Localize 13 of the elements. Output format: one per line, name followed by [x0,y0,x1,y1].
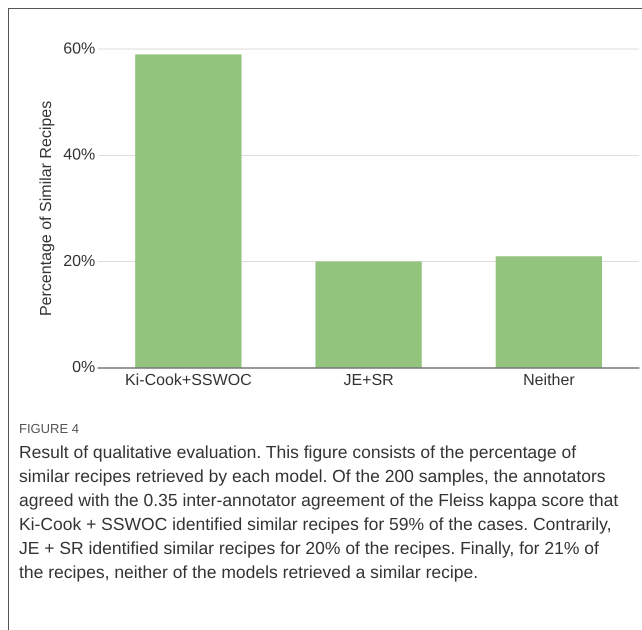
y-tick-label: 20% [63,252,96,270]
x-tick-label: Neither [523,372,576,389]
y-tick-label: 60% [63,40,96,58]
bar [315,262,422,368]
bar [496,256,602,368]
bar [135,54,242,368]
y-tick-label: 40% [63,146,96,164]
y-tick-label: 0% [72,359,96,376]
y-axis-title: Percentage of Similar Recipes [38,100,56,316]
text: Result of qualitative evaluation. This figure consists of the percentage of similar recipes retrieved by each model. Of the 200 samples, the annotators agreed with the 0.35 inter-annotator agreement of the Fleiss kappa score that Ki-Cook + SSWOC identified similar recipes for 59% of the cases. Contrarily, JE + SR identified similar recipes for 20% of the recipes. Finally, for 21% of the recipes, neither of the models retrieved a similar recipe. [19,441,619,584]
caption: FIGURE 4 [19,421,80,436]
x-tick-label: Ki-Cook+SSWOC [125,372,252,389]
x-tick-label: JE+SR [343,372,394,389]
